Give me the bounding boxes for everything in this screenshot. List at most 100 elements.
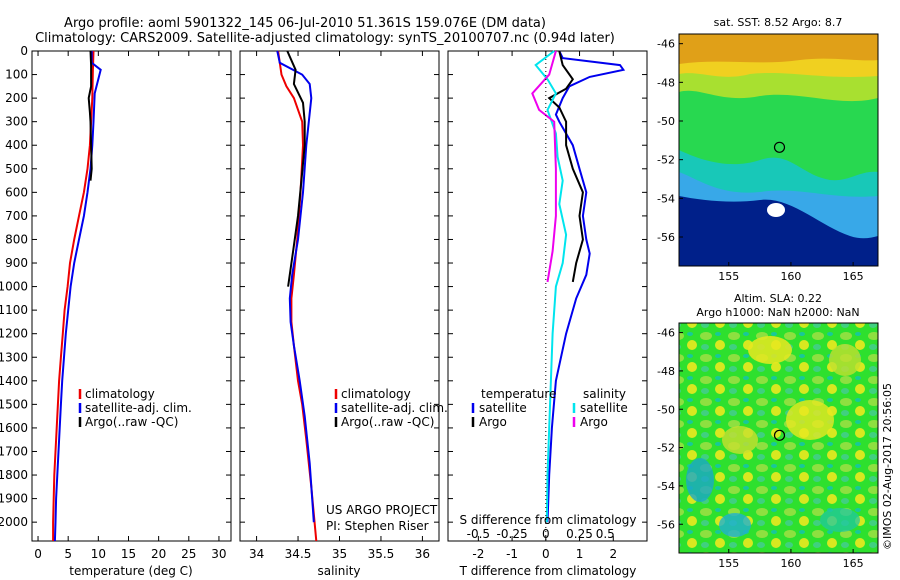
legend-label: satellite-adj. clim. — [341, 401, 448, 415]
y-tick-label: 2000 — [0, 515, 28, 529]
x-tick-label: 0 — [542, 547, 550, 561]
y-tick-label: 100 — [5, 68, 28, 82]
temperature-axis: 0 5 10 15 20 25 30 — [34, 51, 227, 561]
series-line-t-argo — [547, 50, 584, 283]
lat-tick-label: -54 — [657, 480, 675, 493]
difference-profile-panel: -2 -1 0 1 2 -0.5 -0.25 0 0.25 0.5 temperature sal… — [447, 50, 648, 578]
x-tick-label: 2 — [609, 547, 617, 561]
lat-tick-label: -54 — [657, 192, 675, 205]
x-tick-label: 0 — [34, 547, 42, 561]
salinity-series — [276, 50, 318, 542]
lat-tick-label: -46 — [657, 327, 675, 340]
sla-map-title: Altim. SLA: 0.22 — [734, 292, 822, 305]
legend-label: Argo — [580, 415, 608, 429]
sla-low-patch — [686, 458, 714, 502]
lon-tick-label: 160 — [780, 557, 801, 570]
y-tick-label: 300 — [5, 115, 28, 129]
y-tick-label: 800 — [5, 232, 28, 246]
project-label: US ARGO PROJECT — [326, 503, 438, 517]
salinity-axes-frame — [239, 50, 440, 542]
salinity-xlabel: salinity — [317, 564, 360, 578]
y-tick-label: 1900 — [0, 492, 28, 506]
series-line-climatology — [52, 50, 95, 541]
lon-tick-label: 165 — [843, 557, 864, 570]
y-tick-label: 1500 — [0, 397, 28, 411]
lat-tick-label: -46 — [657, 38, 675, 51]
sst-map-frame — [678, 33, 879, 267]
copyright-stamp: ©IMOS 02-Aug-2017 20:56:05 — [881, 383, 894, 550]
sla-high-patch — [786, 400, 834, 440]
sla-map-axes: 155 160 165 -46 -48 -50 -52 -54 -56 — [657, 327, 864, 570]
sla-map-panel: Altim. SLA: 0.22 Argo h1000: NaN h2000: … — [657, 292, 879, 570]
s-tick-label: 0.25 — [566, 527, 593, 541]
sst-map-panel: sat. SST: 8.52 Argo: 8.7 155 160 165 -46 -48… — [657, 16, 879, 283]
sst-map-title: sat. SST: 8.52 Argo: 8.7 — [714, 16, 843, 29]
x-tick-label: 34.5 — [285, 547, 312, 561]
float-location-marker — [773, 429, 786, 441]
lat-tick-label: -52 — [657, 442, 675, 455]
series-line-satellite-adj-clim- — [53, 51, 102, 542]
series-line-s-argo — [531, 50, 557, 283]
y-tick-label: 1800 — [0, 468, 28, 482]
legend-label: satellite — [479, 401, 527, 415]
lat-tick-label: -52 — [657, 154, 675, 167]
y-tick-label: 400 — [5, 138, 28, 152]
sla-low-patch — [719, 513, 751, 537]
sla-low-patch — [820, 508, 860, 532]
t-difference-axis: -2 -1 0 1 2 — [472, 51, 617, 561]
temperature-profile-panel: 0100200300400500600700800900100011001200… — [0, 44, 647, 578]
y-tick-label: 500 — [5, 162, 28, 176]
sst-field — [679, 34, 878, 266]
legend-label: satellite-adj. clim. — [85, 401, 192, 415]
y-tick-label: 700 — [5, 209, 28, 223]
pi-label: PI: Stephen Riser — [326, 519, 429, 533]
s-tick-label: -0.25 — [497, 527, 528, 541]
s-tick-label: 0.5 — [596, 527, 615, 541]
s-difference-label: S difference from climatology — [460, 513, 637, 527]
x-tick-label: 30 — [211, 547, 226, 561]
y-tick-label: 1100 — [0, 303, 28, 317]
s-difference-axis: -0.5 -0.25 0 0.25 0.5 — [467, 527, 615, 541]
series-line-climatology — [277, 50, 318, 542]
x-tick-label: 35.5 — [368, 547, 395, 561]
x-tick-label: -2 — [472, 547, 484, 561]
lat-tick-label: -50 — [657, 403, 675, 416]
lat-tick-label: -48 — [657, 76, 675, 89]
lon-tick-label: 160 — [780, 270, 801, 283]
temperature-series — [52, 50, 102, 542]
legend-label: Argo(..raw -QC) — [341, 415, 434, 429]
lon-tick-label: 165 — [843, 270, 864, 283]
y-tick-label: 1000 — [0, 280, 28, 294]
x-tick-label: -1 — [506, 547, 518, 561]
salinity-axis: 34 34.5 35 35.5 36 — [249, 51, 430, 561]
s-tick-label: -0.5 — [467, 527, 490, 541]
x-tick-label: 34 — [249, 547, 264, 561]
sst-ice-patch — [767, 203, 785, 217]
series-line-satellite-adj-clim- — [276, 50, 315, 523]
float-location-marker — [773, 141, 786, 153]
y-tick-label: 600 — [5, 185, 28, 199]
sla-high-patch — [722, 426, 758, 454]
s-tick-label: 0 — [542, 527, 550, 541]
sla-map-subtitle: Argo h1000: NaN h2000: NaN — [696, 306, 859, 319]
sla-high-patch — [748, 336, 792, 364]
sla-map-frame — [678, 322, 879, 554]
y-tick-label: 0 — [20, 44, 28, 58]
y-tick-label: 1300 — [0, 350, 28, 364]
x-tick-label: 36 — [415, 547, 430, 561]
x-tick-label: 25 — [181, 547, 196, 561]
temperature-axes-frame — [31, 50, 232, 542]
x-tick-label: 15 — [121, 547, 136, 561]
x-tick-label: 35 — [332, 547, 347, 561]
lon-tick-label: 155 — [718, 270, 739, 283]
sla-field — [679, 323, 878, 553]
temperature-xlabel: temperature (deg C) — [69, 564, 192, 578]
y-tick-label: 900 — [5, 256, 28, 270]
y-tick-label: 1600 — [0, 421, 28, 435]
t-difference-xlabel: T difference from climatology — [459, 564, 637, 578]
y-tick-label: 1200 — [0, 327, 28, 341]
figure-title-line2: Climatology: CARS2009. Satellite-adjuste… — [35, 31, 615, 46]
